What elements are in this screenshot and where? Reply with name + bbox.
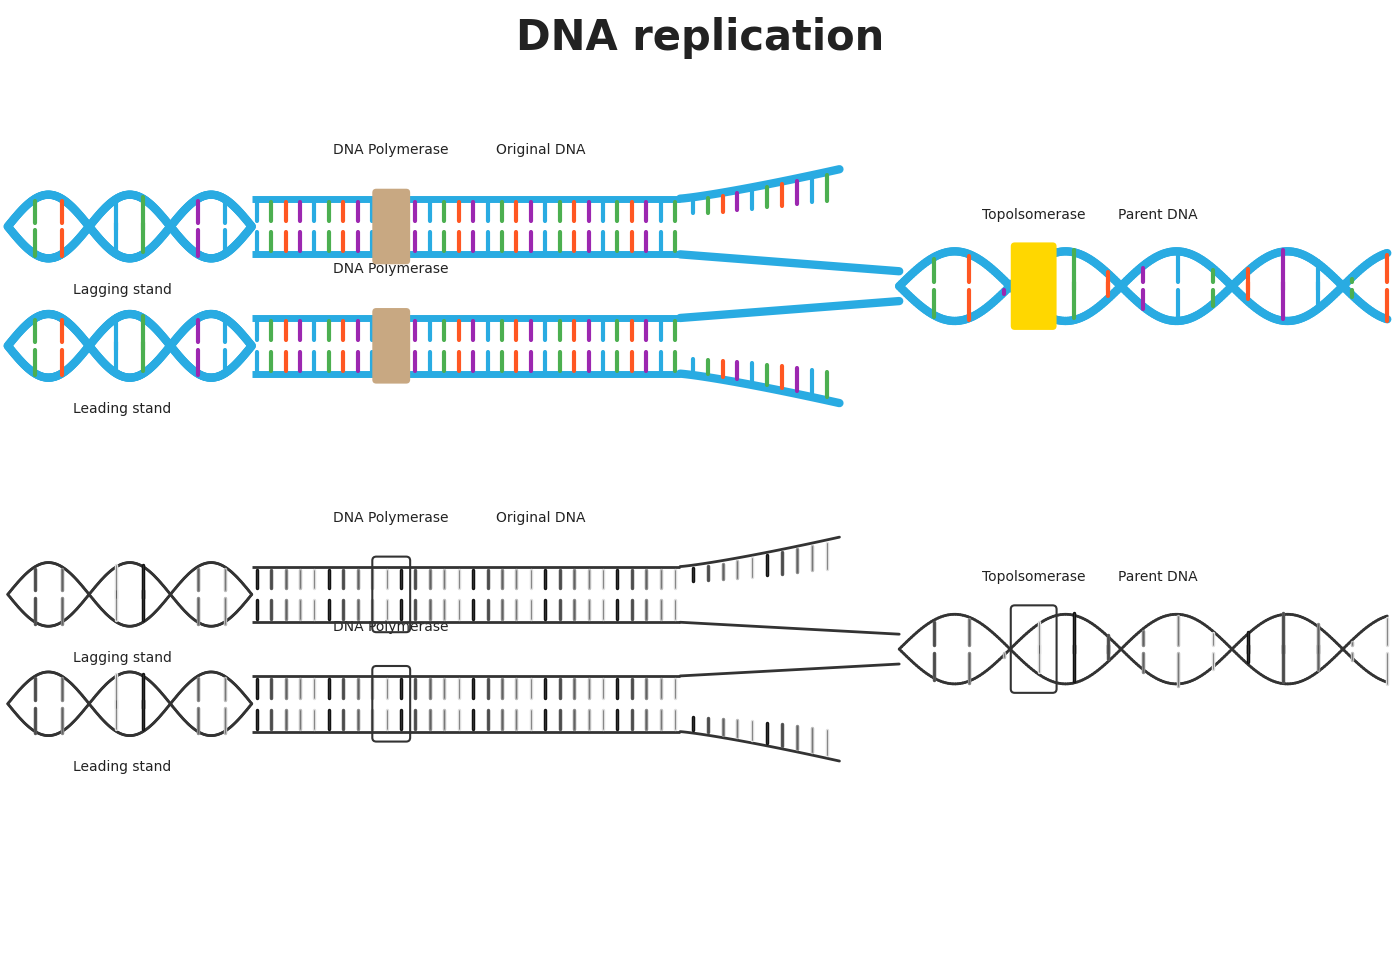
Text: Leading stand: Leading stand [73,760,171,774]
Text: Topolsomerase: Topolsomerase [981,570,1085,584]
Text: DNA Polymerase: DNA Polymerase [333,143,449,157]
Text: Topolsomerase: Topolsomerase [981,208,1085,221]
Text: Leading stand: Leading stand [73,403,171,416]
Text: DNA Polymerase: DNA Polymerase [333,511,449,525]
Text: Lagging stand: Lagging stand [73,283,172,297]
Text: Parent DNA: Parent DNA [1119,208,1198,221]
FancyBboxPatch shape [372,308,410,383]
Text: DNA Polymerase: DNA Polymerase [333,263,449,276]
FancyBboxPatch shape [1011,242,1057,330]
Text: Original DNA: Original DNA [496,143,585,157]
Text: DNA Polymerase: DNA Polymerase [333,620,449,634]
FancyBboxPatch shape [372,189,410,265]
Text: Original DNA: Original DNA [496,511,585,525]
Text: DNA replication: DNA replication [515,17,885,59]
Text: Lagging stand: Lagging stand [73,651,172,665]
Text: Parent DNA: Parent DNA [1119,570,1198,584]
